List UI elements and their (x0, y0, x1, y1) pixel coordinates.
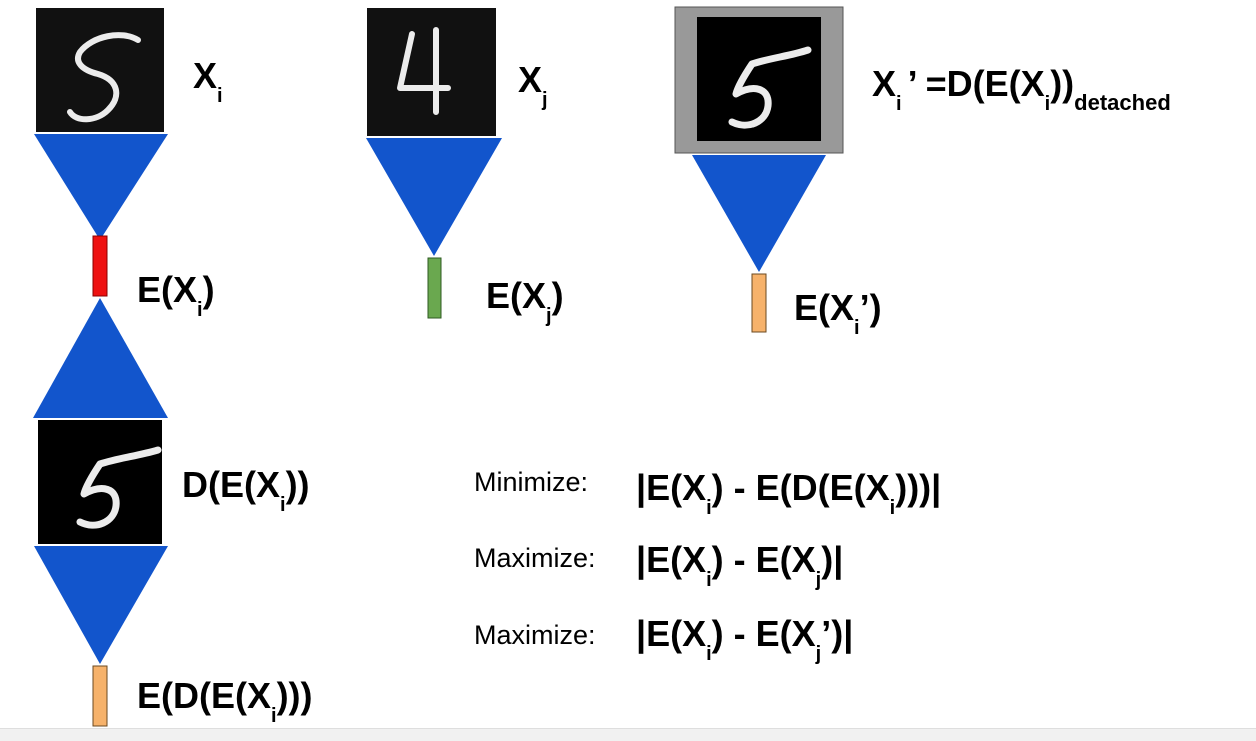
label-e-xj: E(Xj) (486, 275, 564, 327)
svg-text:Minimize:: Minimize: (474, 467, 588, 497)
label-d-e-xi: D(E(Xi)) (182, 464, 310, 516)
label-e-xi: E(Xi) (137, 269, 215, 321)
decoder-triangle (33, 298, 168, 418)
encoder-triangle-xj (366, 138, 502, 256)
label-e-xi-prime: E(Xi’) (794, 287, 882, 339)
equation-minimize: Minimize: |E(Xi) - E(D(E(Xi)))| (474, 467, 941, 519)
encoder-triangle-xi-prime (692, 155, 826, 272)
equation-maximize-xj: Maximize: |E(Xi) - E(Xj)| (474, 539, 843, 591)
svg-text:|E(Xi) - E(D(E(Xi)))|: |E(Xi) - E(D(E(Xi)))| (636, 467, 941, 519)
code-bar-e-d-e-xi (92, 665, 108, 727)
code-bar-e-xi-prime (751, 273, 767, 333)
digit-image-xi (36, 8, 164, 132)
encoder-triangle-d-e-xi (34, 546, 168, 664)
equation-maximize-xj-prime: Maximize: |E(Xi) - E(Xj’)| (474, 613, 853, 665)
label-e-d-e-xi: E(D(E(Xi))) (137, 675, 313, 727)
svg-text:|E(Xi) - E(Xj)|: |E(Xi) - E(Xj)| (636, 539, 843, 591)
digit-image-d-e-xi (38, 420, 162, 544)
svg-text:Maximize:: Maximize: (474, 620, 596, 650)
code-bar-e-xj (427, 257, 442, 319)
svg-text:|E(Xi) - E(Xj’)|: |E(Xi) - E(Xj’)| (636, 613, 853, 665)
svg-text:Maximize:: Maximize: (474, 543, 596, 573)
code-bar-e-xi (92, 235, 108, 297)
encoder-triangle-xi (34, 134, 168, 240)
bottom-scroll-strip (0, 728, 1256, 741)
label-xj: Xj (518, 59, 548, 111)
digit-image-xi-prime (697, 17, 821, 141)
label-xi: Xi (193, 55, 223, 107)
digit-image-xj (367, 8, 496, 136)
label-xi-prime-definition: Xi’ =D(E(Xi))detached (872, 63, 1171, 115)
